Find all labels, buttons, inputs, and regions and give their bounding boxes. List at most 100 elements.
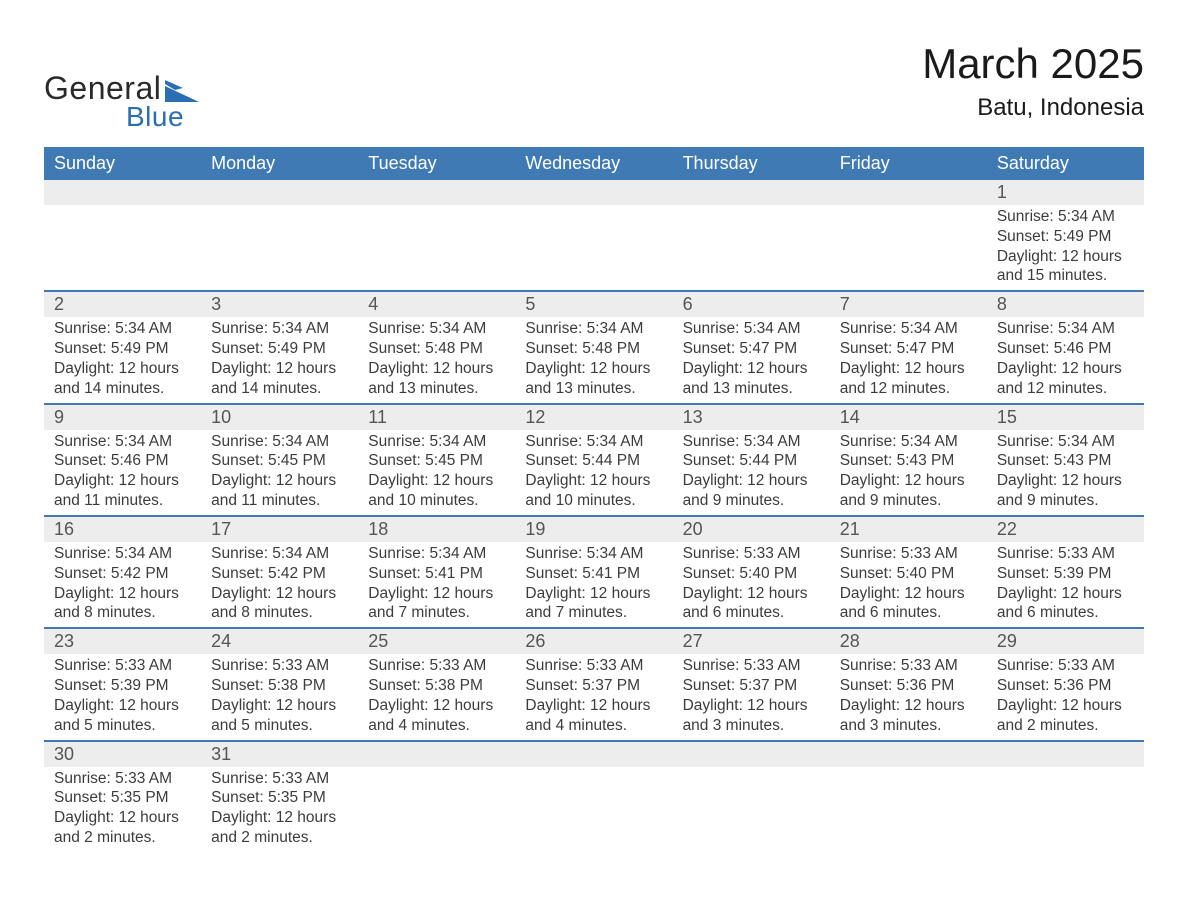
day-number-cell: 21 bbox=[830, 517, 987, 542]
day-details-cell: Sunrise: 5:34 AMSunset: 5:49 PMDaylight:… bbox=[987, 205, 1144, 290]
empty-day-number-cell bbox=[358, 742, 515, 767]
sunset-text: Sunset: 5:48 PM bbox=[368, 339, 505, 359]
day-number: 4 bbox=[358, 292, 515, 317]
day-details: Sunrise: 5:34 AMSunset: 5:41 PMDaylight:… bbox=[515, 542, 672, 627]
day-details: Sunrise: 5:34 AMSunset: 5:43 PMDaylight:… bbox=[987, 430, 1144, 515]
day-details: Sunrise: 5:34 AMSunset: 5:41 PMDaylight:… bbox=[358, 542, 515, 627]
sunset-text: Sunset: 5:36 PM bbox=[997, 676, 1134, 696]
day-details-cell: Sunrise: 5:34 AMSunset: 5:45 PMDaylight:… bbox=[201, 430, 358, 515]
day-details-cell: Sunrise: 5:33 AMSunset: 5:38 PMDaylight:… bbox=[358, 654, 515, 739]
calendar-grid: SundayMondayTuesdayWednesdayThursdayFrid… bbox=[44, 147, 1144, 852]
day-number: 7 bbox=[830, 292, 987, 317]
daylight-text: Daylight: 12 hours and 15 minutes. bbox=[997, 247, 1134, 287]
weekday-header-cell: Sunday bbox=[44, 147, 201, 180]
day-number-cell: 17 bbox=[201, 517, 358, 542]
empty-day-details-cell bbox=[358, 205, 515, 290]
sunset-text: Sunset: 5:39 PM bbox=[54, 676, 191, 696]
daylight-text: Daylight: 12 hours and 13 minutes. bbox=[368, 359, 505, 399]
day-details: Sunrise: 5:33 AMSunset: 5:38 PMDaylight:… bbox=[201, 654, 358, 739]
day-details: Sunrise: 5:33 AMSunset: 5:36 PMDaylight:… bbox=[987, 654, 1144, 739]
day-number-cell: 27 bbox=[673, 629, 830, 654]
day-number-cell: 18 bbox=[358, 517, 515, 542]
daylight-text: Daylight: 12 hours and 11 minutes. bbox=[54, 471, 191, 511]
day-number-cell: 2 bbox=[44, 292, 201, 317]
weekday-header-cell: Tuesday bbox=[358, 147, 515, 180]
day-number-strip: 3031 bbox=[44, 742, 1144, 767]
sunset-text: Sunset: 5:46 PM bbox=[54, 451, 191, 471]
day-details-cell: Sunrise: 5:34 AMSunset: 5:41 PMDaylight:… bbox=[515, 542, 672, 627]
day-details: Sunrise: 5:34 AMSunset: 5:46 PMDaylight:… bbox=[987, 317, 1144, 402]
day-details-cell: Sunrise: 5:33 AMSunset: 5:35 PMDaylight:… bbox=[44, 767, 201, 852]
day-number-cell: 5 bbox=[515, 292, 672, 317]
header: General Blue March 2025 Batu, Indonesia bbox=[44, 40, 1144, 133]
day-details-cell: Sunrise: 5:33 AMSunset: 5:39 PMDaylight:… bbox=[987, 542, 1144, 627]
daylight-text: Daylight: 12 hours and 13 minutes. bbox=[525, 359, 662, 399]
day-details-cell: Sunrise: 5:34 AMSunset: 5:47 PMDaylight:… bbox=[830, 317, 987, 402]
daylight-text: Daylight: 12 hours and 5 minutes. bbox=[211, 696, 348, 736]
sunrise-text: Sunrise: 5:33 AM bbox=[997, 544, 1134, 564]
day-number-cell: 28 bbox=[830, 629, 987, 654]
daylight-text: Daylight: 12 hours and 2 minutes. bbox=[54, 808, 191, 848]
sunrise-text: Sunrise: 5:33 AM bbox=[997, 656, 1134, 676]
daylight-text: Daylight: 12 hours and 12 minutes. bbox=[840, 359, 977, 399]
sunrise-text: Sunrise: 5:34 AM bbox=[683, 319, 820, 339]
empty-day-number-cell bbox=[201, 180, 358, 205]
day-number-cell: 1 bbox=[987, 180, 1144, 205]
day-number-cell: 15 bbox=[987, 405, 1144, 430]
day-details-strip: Sunrise: 5:34 AM Sunset: 5:49 PM Daylight:… bbox=[44, 317, 1144, 402]
empty-day-number-cell bbox=[830, 180, 987, 205]
week-row: 3031 Sunrise: 5:33 AMSunset: 5:35 PMDayl… bbox=[44, 740, 1144, 852]
day-number: 6 bbox=[673, 292, 830, 317]
day-details-strip: Sunrise: 5:33 AMSunset: 5:35 PMDaylight:… bbox=[44, 767, 1144, 852]
daylight-text: Daylight: 12 hours and 11 minutes. bbox=[211, 471, 348, 511]
day-number: 31 bbox=[201, 742, 358, 767]
day-details-cell: Sunrise: 5:34 AMSunset: 5:44 PMDaylight:… bbox=[515, 430, 672, 515]
day-details: Sunrise: 5:33 AMSunset: 5:38 PMDaylight:… bbox=[358, 654, 515, 739]
sunrise-text: Sunrise: 5:34 AM bbox=[54, 544, 191, 564]
day-details-cell: Sunrise: 5:33 AMSunset: 5:38 PMDaylight:… bbox=[201, 654, 358, 739]
day-number-cell: 10 bbox=[201, 405, 358, 430]
sunset-text: Sunset: 5:44 PM bbox=[525, 451, 662, 471]
day-number-cell: 16 bbox=[44, 517, 201, 542]
sunset-text: Sunset: 5:49 PM bbox=[54, 339, 191, 359]
day-number: 9 bbox=[44, 405, 201, 430]
weekday-header-cell: Thursday bbox=[673, 147, 830, 180]
weekday-header-cell: Saturday bbox=[987, 147, 1144, 180]
empty-day-details-cell bbox=[201, 205, 358, 290]
sunset-text: Sunset: 5:44 PM bbox=[683, 451, 820, 471]
sunset-text: Sunset: 5:35 PM bbox=[54, 788, 191, 808]
day-number-cell: 20 bbox=[673, 517, 830, 542]
week-row: 1Sunrise: 5:34 AMSunset: 5:49 PMDaylight… bbox=[44, 180, 1144, 290]
day-number: 29 bbox=[987, 629, 1144, 654]
empty-day-details-cell bbox=[830, 767, 987, 852]
daylight-text: Daylight: 12 hours and 6 minutes. bbox=[997, 584, 1134, 624]
day-number: 27 bbox=[673, 629, 830, 654]
day-details-cell: Sunrise: 5:34 AMSunset: 5:41 PMDaylight:… bbox=[358, 542, 515, 627]
sunrise-text: Sunrise: 5:34 AM bbox=[211, 544, 348, 564]
day-details: Sunrise: 5:33 AMSunset: 5:39 PMDaylight:… bbox=[987, 542, 1144, 627]
day-number: 3 bbox=[201, 292, 358, 317]
day-number-cell: 23 bbox=[44, 629, 201, 654]
day-details-cell: Sunrise: 5:34 AMSunset: 5:42 PMDaylight:… bbox=[44, 542, 201, 627]
day-details: Sunrise: 5:34 AMSunset: 5:42 PMDaylight:… bbox=[44, 542, 201, 627]
sunset-text: Sunset: 5:47 PM bbox=[683, 339, 820, 359]
weekday-header-cell: Friday bbox=[830, 147, 987, 180]
sunset-text: Sunset: 5:41 PM bbox=[368, 564, 505, 584]
sunrise-text: Sunrise: 5:33 AM bbox=[683, 656, 820, 676]
day-number-cell: 11 bbox=[358, 405, 515, 430]
empty-day-details-cell bbox=[358, 767, 515, 852]
day-number: 5 bbox=[515, 292, 672, 317]
day-details-cell: Sunrise: 5:34 AMSunset: 5:44 PMDaylight:… bbox=[673, 430, 830, 515]
daylight-text: Daylight: 12 hours and 3 minutes. bbox=[840, 696, 977, 736]
empty-day-number-cell bbox=[830, 742, 987, 767]
day-details-cell: Sunrise: 5:34 AMSunset: 5:49 PMDaylight:… bbox=[44, 317, 201, 402]
sunrise-text: Sunrise: 5:33 AM bbox=[368, 656, 505, 676]
day-number-cell: 14 bbox=[830, 405, 987, 430]
sunrise-text: Sunrise: 5:34 AM bbox=[368, 319, 505, 339]
day-details: Sunrise: 5:33 AMSunset: 5:35 PMDaylight:… bbox=[44, 767, 201, 852]
day-number: 13 bbox=[673, 405, 830, 430]
day-number-strip: 1 bbox=[44, 180, 1144, 205]
logo-word2: Blue bbox=[126, 101, 199, 133]
sunrise-text: Sunrise: 5:34 AM bbox=[211, 319, 348, 339]
daylight-text: Daylight: 12 hours and 6 minutes. bbox=[683, 584, 820, 624]
